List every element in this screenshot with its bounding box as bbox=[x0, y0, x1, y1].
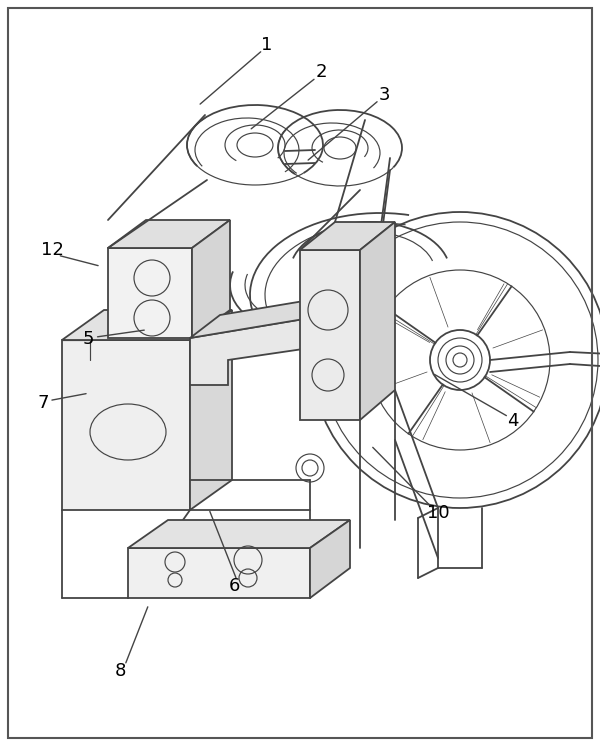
Text: 8: 8 bbox=[115, 662, 125, 680]
Polygon shape bbox=[62, 310, 232, 340]
Text: 3: 3 bbox=[378, 86, 390, 104]
Text: 10: 10 bbox=[427, 504, 449, 522]
Text: 7: 7 bbox=[37, 394, 49, 412]
Text: 1: 1 bbox=[262, 36, 272, 54]
Text: 6: 6 bbox=[229, 577, 239, 595]
Text: 2: 2 bbox=[315, 63, 327, 81]
Polygon shape bbox=[190, 295, 340, 338]
Polygon shape bbox=[108, 248, 192, 338]
Polygon shape bbox=[190, 318, 310, 385]
Polygon shape bbox=[128, 520, 350, 548]
Polygon shape bbox=[360, 222, 395, 420]
Text: 5: 5 bbox=[83, 330, 95, 348]
Polygon shape bbox=[310, 520, 350, 598]
Polygon shape bbox=[300, 222, 395, 250]
Polygon shape bbox=[190, 310, 232, 510]
Text: 4: 4 bbox=[507, 413, 519, 430]
Polygon shape bbox=[192, 220, 230, 338]
Text: 12: 12 bbox=[41, 241, 64, 259]
Polygon shape bbox=[62, 340, 190, 510]
Polygon shape bbox=[108, 220, 230, 248]
Polygon shape bbox=[128, 548, 310, 598]
Polygon shape bbox=[300, 250, 360, 420]
